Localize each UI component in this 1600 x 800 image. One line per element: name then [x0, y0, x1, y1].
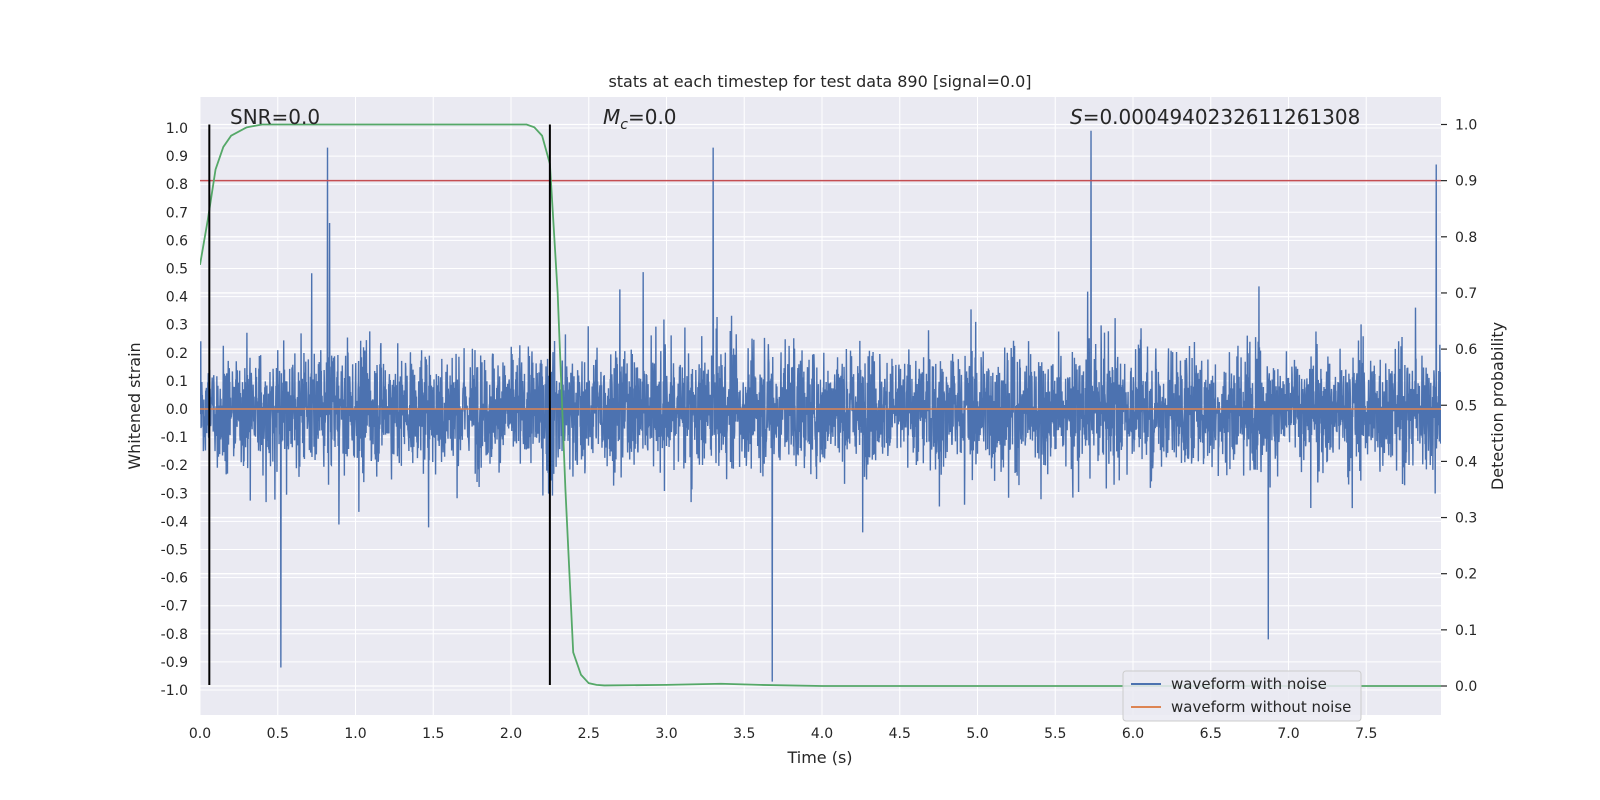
x-tick-1.5: 1.5 [422, 726, 444, 742]
x-tick-0.0: 0.0 [189, 726, 211, 742]
y-tick--0.9: -0.9 [161, 655, 188, 671]
y2-tick-0.3: 0.3 [1455, 511, 1477, 527]
y2-tick-0.5: 0.5 [1455, 398, 1477, 414]
x-tick-7.0: 7.0 [1277, 726, 1299, 742]
x-tick-4.5: 4.5 [889, 726, 911, 742]
y2-axis-label: Detection probability [1488, 322, 1507, 490]
y-tick-0.9: 0.9 [166, 149, 188, 165]
y-tick-1.0: 1.0 [166, 121, 188, 137]
y-tick--0.8: -0.8 [161, 627, 188, 643]
x-tick-1.0: 1.0 [344, 726, 366, 742]
mc-symbol: M [603, 105, 620, 129]
x-tick-6.0: 6.0 [1122, 726, 1144, 742]
x-tick-3.5: 3.5 [733, 726, 755, 742]
y-tick--0.3: -0.3 [161, 486, 188, 502]
y2-tick-0.0: 0.0 [1455, 679, 1477, 695]
x-tick-5.0: 5.0 [966, 726, 988, 742]
y2-tick-0.6: 0.6 [1455, 342, 1477, 358]
s-symbol: S [1070, 105, 1083, 129]
plot-area [200, 123, 1441, 687]
y2-tick-0.8: 0.8 [1455, 230, 1477, 246]
series-detection-probability [200, 123, 1441, 687]
mc-subscript: c [620, 117, 628, 133]
y-axis-ticks: 1.0 0.9 0.8 0.7 0.6 0.5 0.4 0.3 0.2 0.1 0.0 -0.1 -0.… [161, 121, 188, 699]
y-axis-label: Whitened strain [125, 342, 144, 469]
y2-tick-0.7: 0.7 [1455, 286, 1477, 302]
mc-value: =0.0 [628, 105, 677, 129]
chart-title: stats at each timestep for test data 890… [608, 72, 1031, 91]
x-axis-label: Time (s) [786, 748, 852, 767]
y-tick-0.6: 0.6 [166, 233, 188, 249]
y2-tick-0.1: 0.1 [1455, 623, 1477, 639]
detection-probability-line [200, 123, 1441, 687]
y-tick--0.6: -0.6 [161, 571, 188, 587]
x-axis-ticks: 0.0 0.5 1.0 1.5 2.0 2.5 3.0 3.5 4.0 4.5 5.0 5.5 6.0 6… [189, 726, 1378, 742]
y-tick--0.4: -0.4 [161, 514, 188, 530]
x-tick-3.0: 3.0 [655, 726, 677, 742]
x-tick-4.0: 4.0 [811, 726, 833, 742]
x-tick-0.5: 0.5 [267, 726, 289, 742]
y-tick-0.5: 0.5 [166, 262, 188, 278]
y-tick--0.7: -0.7 [161, 599, 188, 615]
y-tick-0.1: 0.1 [166, 374, 188, 390]
y-tick--0.5: -0.5 [161, 543, 188, 559]
y-tick--0.2: -0.2 [161, 458, 188, 474]
x-tick-2.5: 2.5 [578, 726, 600, 742]
legend-label-without-noise: waveform without noise [1171, 698, 1351, 716]
mc-annotation: Mc=0.0 [603, 105, 677, 133]
y-tick-0.2: 0.2 [166, 346, 188, 362]
y2-tick-0.2: 0.2 [1455, 567, 1477, 583]
y-tick--1.0: -1.0 [161, 683, 188, 699]
y-tick-0.8: 0.8 [166, 177, 188, 193]
x-tick-5.5: 5.5 [1044, 726, 1066, 742]
x-tick-2.0: 2.0 [500, 726, 522, 742]
y-tick-0.0: 0.0 [166, 402, 188, 418]
y-tick-0.3: 0.3 [166, 318, 188, 334]
y-tick-0.4: 0.4 [166, 290, 188, 306]
y2-tick-1.0: 1.0 [1455, 118, 1477, 134]
x-tick-7.5: 7.5 [1355, 726, 1377, 742]
s-annotation: S=0.0004940232611261308 [1070, 105, 1360, 129]
marker-lines [208, 124, 551, 685]
y2-tick-0.9: 0.9 [1455, 174, 1477, 190]
legend: waveform with noise waveform without noi… [1122, 670, 1362, 722]
x-tick-6.5: 6.5 [1200, 726, 1222, 742]
y2-tick-0.4: 0.4 [1455, 454, 1477, 470]
snr-annotation: SNR=0.0 [230, 105, 320, 129]
legend-label-with-noise: waveform with noise [1171, 675, 1327, 693]
s-value: =0.0004940232611261308 [1083, 105, 1361, 129]
y2-axis-ticks: 1.0 0.9 0.8 0.7 0.6 0.5 0.4 0.3 0.2 0.1 0.0 [1441, 118, 1477, 695]
y-tick-0.7: 0.7 [166, 205, 188, 221]
y-tick--0.1: -0.1 [161, 430, 188, 446]
legend-box [1122, 670, 1362, 722]
